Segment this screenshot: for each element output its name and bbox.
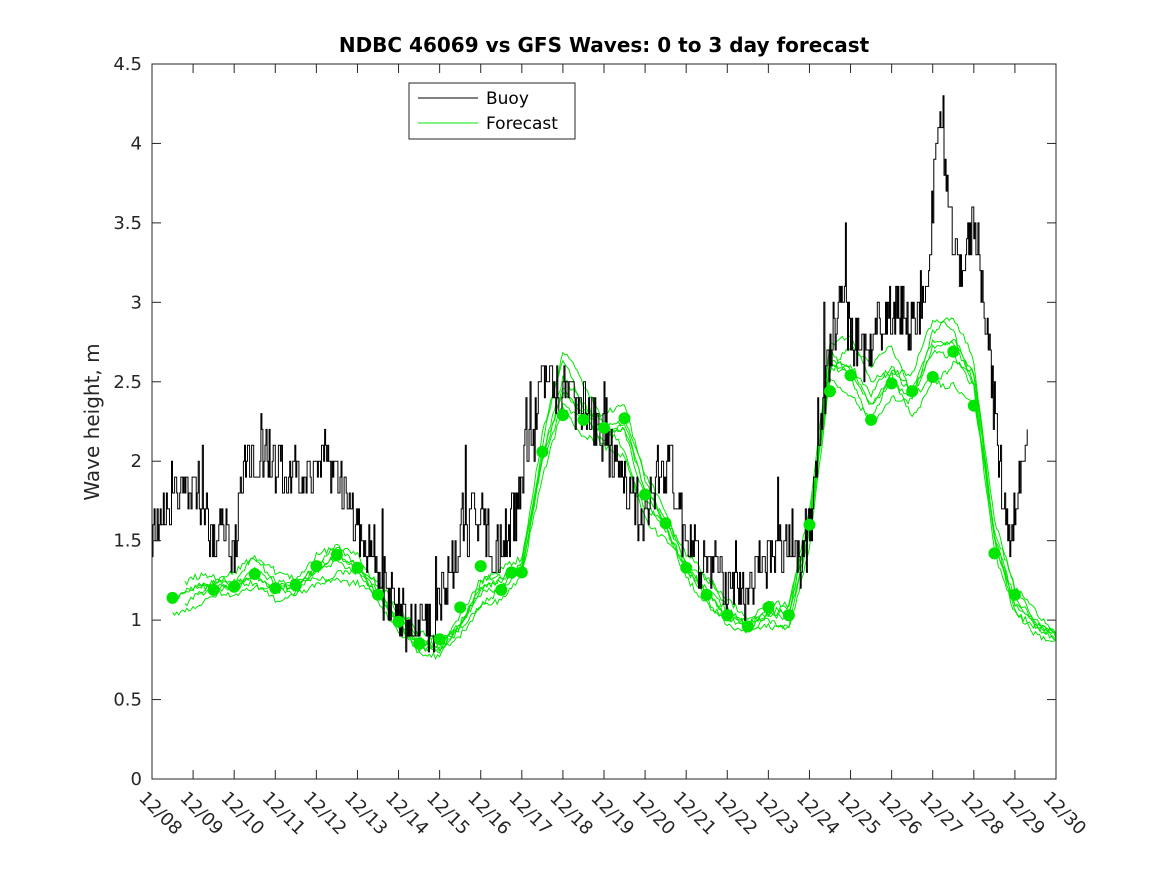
forecast-marker	[505, 566, 518, 579]
forecast-marker	[330, 549, 343, 561]
y-tick-label: 4	[131, 133, 142, 154]
forecast-marker	[762, 601, 775, 614]
forecast-marker	[865, 413, 878, 426]
y-tick-label: 0.5	[113, 690, 142, 711]
plot-area	[152, 64, 1056, 779]
forecast-marker	[413, 637, 426, 650]
forecast-marker	[639, 488, 652, 501]
forecast-marker	[392, 615, 405, 628]
forecast-marker	[248, 568, 261, 580]
legend-buoy-label: Buoy	[486, 89, 529, 109]
forecast-marker	[803, 518, 816, 531]
forecast-marker	[556, 409, 569, 422]
forecast-marker	[885, 377, 898, 390]
forecast-marker	[618, 412, 631, 425]
forecast-markers	[166, 345, 1021, 650]
forecast-marker	[515, 566, 528, 579]
forecast-marker	[598, 421, 610, 434]
forecast-marker	[947, 345, 960, 358]
forecast-marker	[495, 583, 508, 596]
y-tick-label: 1.5	[113, 531, 142, 552]
forecast-marker	[659, 517, 672, 530]
buoy-series-line	[152, 95, 1028, 653]
forecast-marker	[207, 583, 220, 596]
forecast-marker	[967, 399, 980, 412]
forecast-marker	[721, 609, 734, 622]
forecast-marker	[372, 588, 384, 601]
forecast-marker	[988, 547, 1001, 560]
forecast-marker	[351, 561, 364, 574]
forecast-line	[196, 319, 1057, 654]
forecast-marker	[824, 385, 836, 398]
y-tick-label: 3.5	[113, 213, 142, 234]
forecast-line	[184, 334, 1057, 654]
forecast-marker	[433, 633, 446, 646]
y-tick-label: 4.5	[113, 54, 142, 75]
forecast-marker	[269, 582, 282, 595]
forecast-marker	[680, 561, 693, 574]
forecast-marker	[844, 369, 857, 382]
y-tick-label: 1	[131, 610, 142, 631]
forecast-marker	[536, 445, 549, 458]
legend: Buoy Forecast	[408, 82, 576, 140]
forecast-marker	[700, 588, 713, 601]
forecast-marker	[926, 371, 939, 383]
legend-box	[408, 82, 576, 140]
y-tick-label: 3	[131, 292, 142, 313]
forecast-marker	[577, 413, 590, 426]
forecast-marker	[741, 620, 754, 633]
y-axis-label: Wave height, m	[80, 343, 104, 500]
forecast-marker	[782, 609, 795, 622]
forecast-marker	[1008, 588, 1021, 601]
buoy-line	[152, 95, 1028, 653]
y-tick-label: 2	[131, 451, 142, 472]
forecast-marker	[906, 385, 919, 398]
forecast-marker	[228, 580, 241, 593]
chart-title: NDBC 46069 vs GFS Waves: 0 to 3 day fore…	[339, 33, 870, 57]
forecast-marker	[289, 579, 302, 592]
forecast-marker	[310, 560, 323, 573]
y-tick-label: 2.5	[113, 372, 142, 393]
forecast-marker	[454, 601, 467, 614]
forecast-marker	[166, 591, 179, 604]
legend-forecast-label: Forecast	[486, 114, 558, 134]
forecast-line	[184, 316, 1057, 661]
y-axis: 0 0.5 1 1.5 2 2.5 3 3.5 4 4.5	[113, 54, 1056, 790]
forecast-marker	[474, 560, 487, 573]
y-tick-label: 0	[131, 769, 142, 790]
